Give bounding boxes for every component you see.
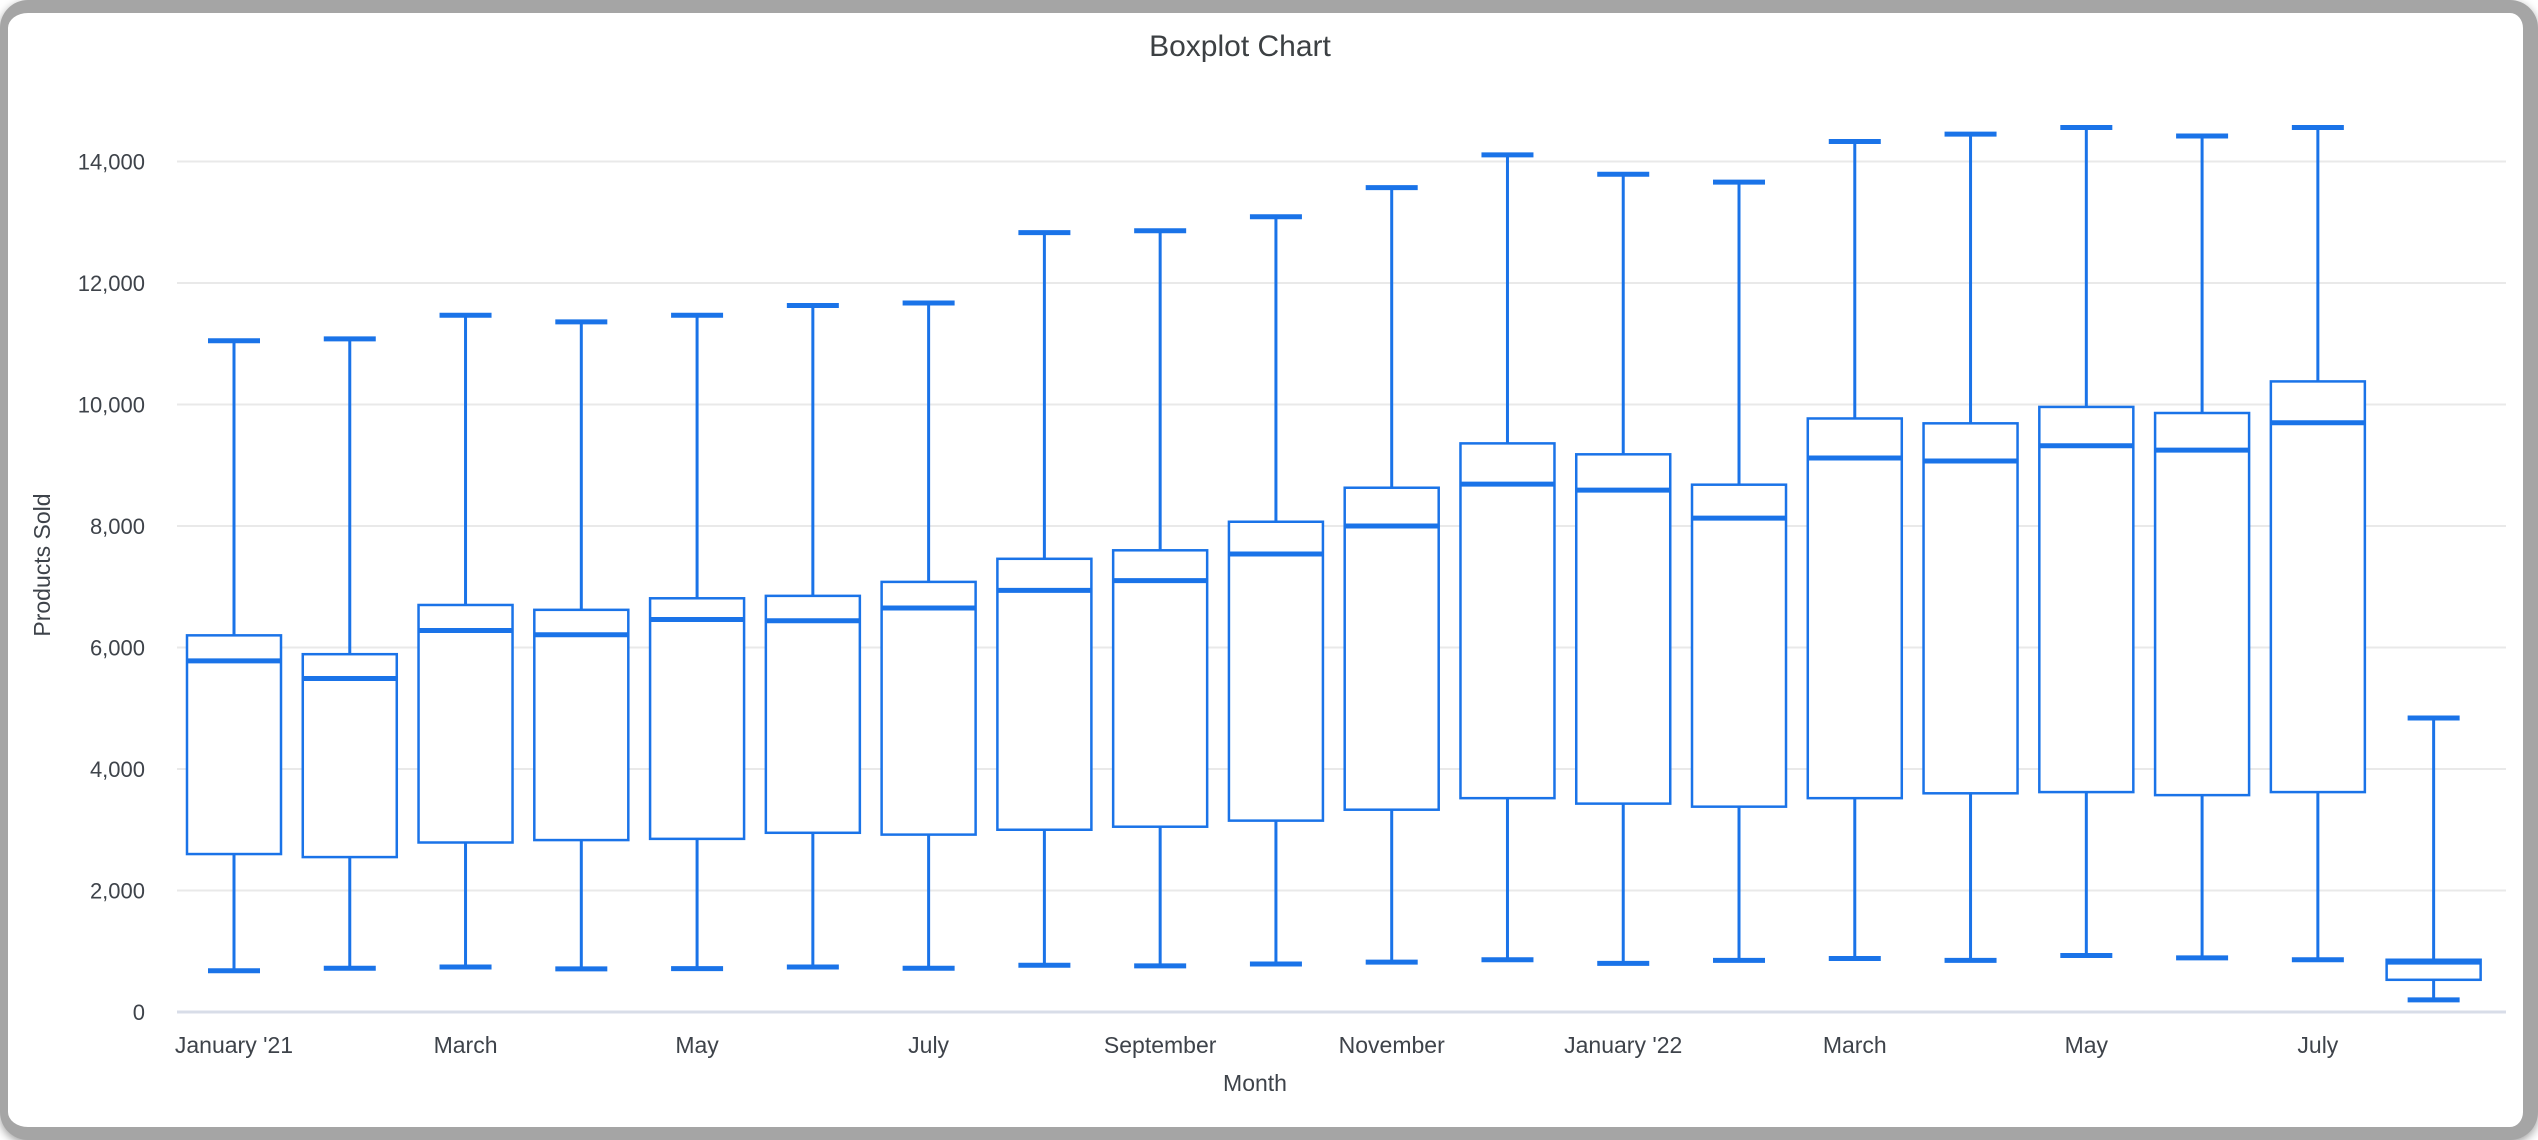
boxplot-october-21[interactable] [1227,214,1325,967]
iqr-box[interactable] [1343,486,1440,811]
x-axis-tick-label: March [1823,1032,1887,1058]
boxplot-march-21[interactable] [417,312,514,970]
y-axis-tick-label: 0 [133,1000,145,1025]
y-axis-tick-label: 12,000 [78,271,145,296]
x-axis-tick-label: November [1339,1032,1445,1058]
boxplot-may-21[interactable] [648,312,746,972]
x-axis-tick-label: July [2297,1032,2338,1058]
y-axis-tick-label: 14,000 [78,150,145,175]
iqr-box[interactable] [417,603,514,844]
iqr-box[interactable] [880,580,977,836]
chart-title: Boxplot Chart [1149,30,1331,63]
boxplot-june-21[interactable] [764,302,862,970]
boxplot-august-21[interactable] [996,230,1093,968]
iqr-box[interactable] [533,608,630,842]
y-axis-tick-label: 2,000 [90,879,145,904]
y-axis-title: Products Sold [29,493,55,637]
boxplot-february-22[interactable] [1690,179,1788,963]
x-axis-tick-label: July [908,1032,949,1058]
iqr-box[interactable] [301,652,399,859]
boxplot-april-22[interactable] [1922,131,2019,963]
boxplot-august-22[interactable] [2385,715,2482,1003]
x-axis-tick-label: May [2065,1032,2109,1058]
iqr-box[interactable] [1227,520,1325,822]
iqr-box[interactable] [764,594,862,835]
boxplot-june-22[interactable] [2153,133,2251,961]
boxplot-january-22[interactable] [1574,171,1672,966]
boxplot-february-21[interactable] [301,336,399,971]
x-axis-title: Month [1223,1070,1287,1096]
iqr-box[interactable] [996,557,1093,831]
iqr-box[interactable] [1111,549,1209,828]
boxplot-march-22[interactable] [1806,138,1904,962]
y-axis-tick-label: 6,000 [90,636,145,661]
iqr-box[interactable] [1574,453,1672,805]
y-axis-tick-label: 8,000 [90,514,145,539]
boxplot-july-22[interactable] [2269,124,2367,963]
iqr-box[interactable] [1806,417,1904,800]
iqr-box[interactable] [2269,380,2367,794]
iqr-box[interactable] [648,597,746,841]
iqr-box[interactable] [2038,405,2135,794]
y-axis-tick-label: 10,000 [78,393,145,418]
boxplot-november-21[interactable] [1343,185,1440,965]
x-axis-tick-label: March [434,1032,498,1058]
y-axis-tick-label: 4,000 [90,757,145,782]
boxplot-december-21[interactable] [1459,152,1556,963]
boxplot-january-21[interactable] [185,338,283,974]
boxplot-september-21[interactable] [1111,228,1209,969]
boxplot-may-22[interactable] [2038,124,2135,959]
x-axis-tick-label: January '22 [1564,1032,1682,1058]
iqr-box[interactable] [185,634,283,856]
x-axis-tick-label: January '21 [175,1032,293,1058]
boxplot-july-21[interactable] [880,300,977,971]
iqr-box[interactable] [1459,442,1556,800]
x-axis-tick-label: May [675,1032,719,1058]
x-axis-tick-label: September [1104,1032,1217,1058]
iqr-box[interactable] [1922,422,2019,795]
boxplot-april-21[interactable] [533,319,630,972]
iqr-box[interactable] [1690,483,1788,808]
iqr-box[interactable] [2153,411,2251,797]
